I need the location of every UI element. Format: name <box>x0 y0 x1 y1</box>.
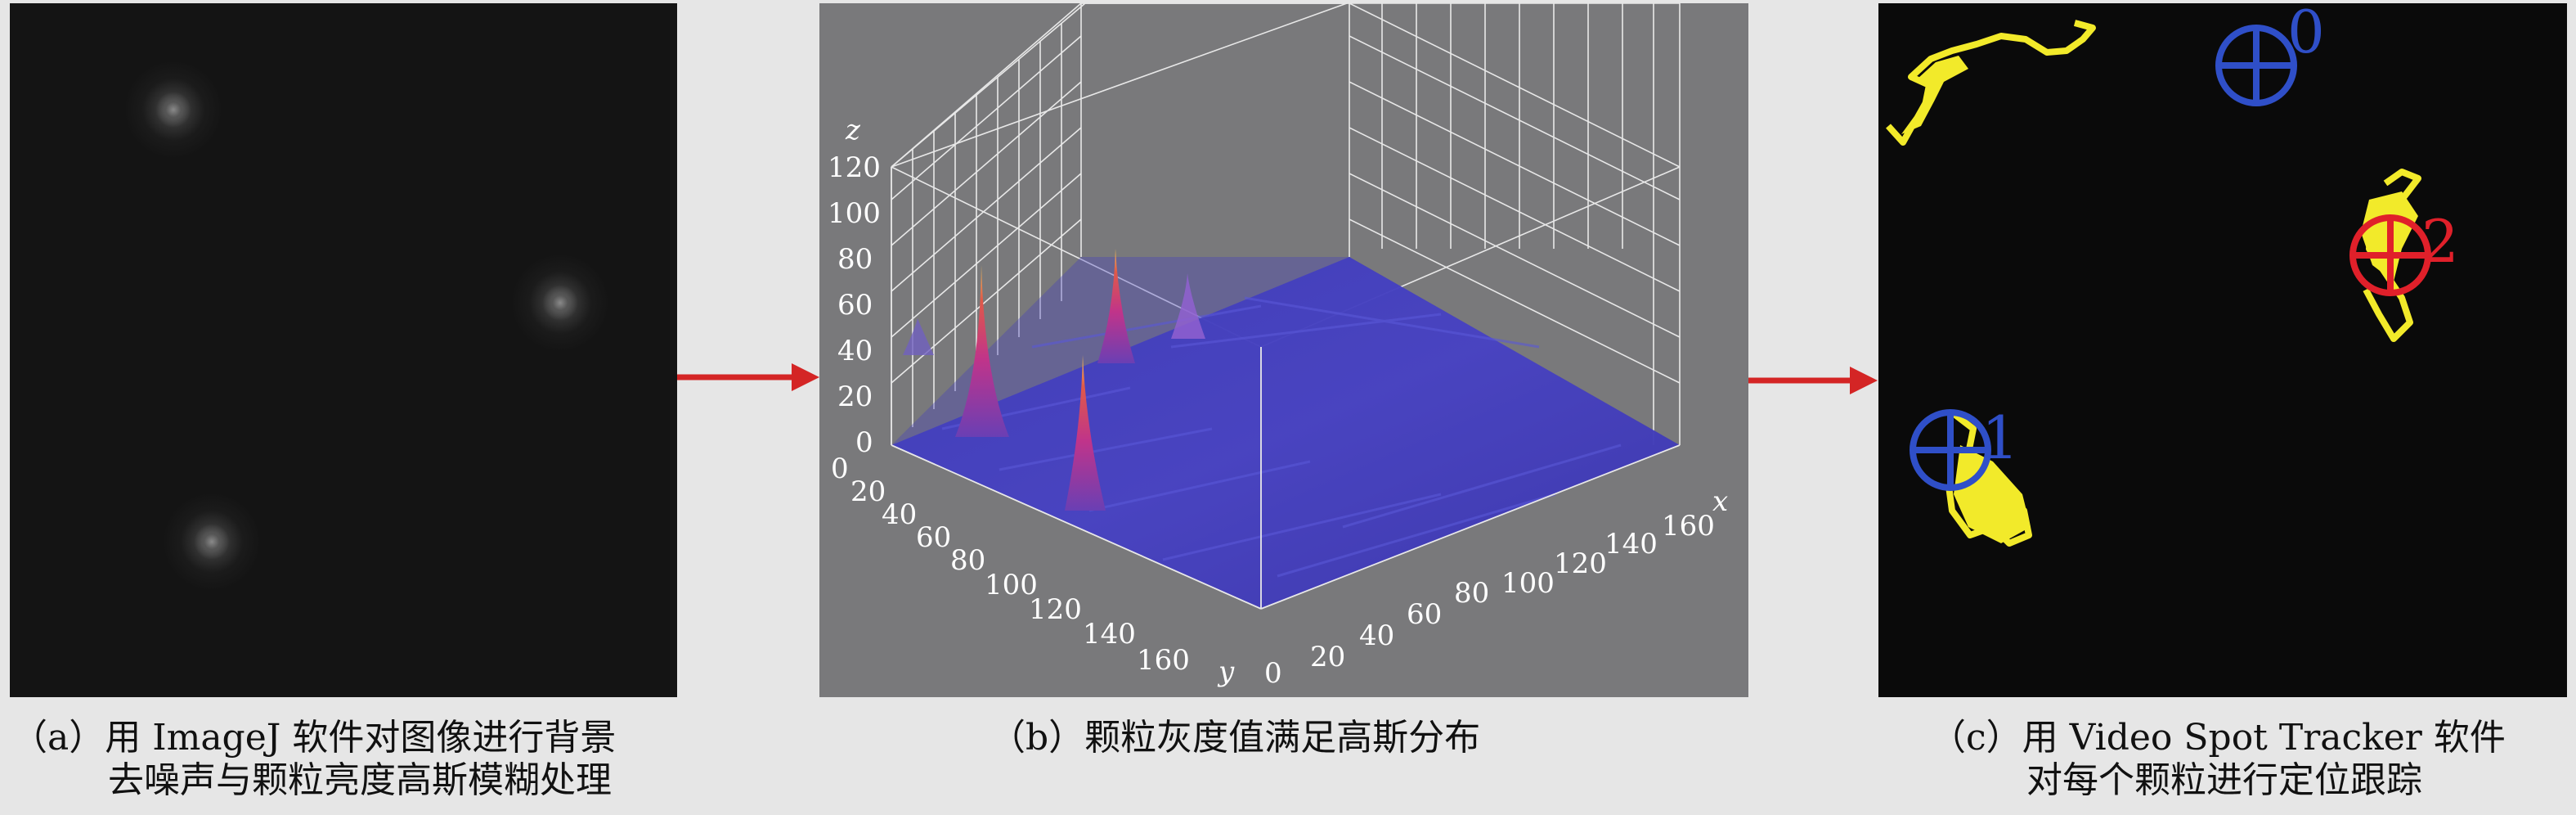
x-tick: 140 <box>1604 528 1658 561</box>
y-tick: 60 <box>916 521 951 554</box>
x-tick: 120 <box>1554 547 1607 580</box>
peak <box>1171 273 1205 339</box>
trajectories <box>1886 20 2421 547</box>
caption-a-line2: 去噪声与颗粒亮度高斯模糊处理 <box>108 759 612 801</box>
caption-c: （c）用 Video Spot Tracker 软件 对每个颗粒进行定位跟踪 <box>1930 717 2506 802</box>
tracker-label-2: 2 <box>2421 207 2459 276</box>
tracker-label-0: 0 <box>2287 3 2325 66</box>
z-tick: 20 <box>837 380 873 413</box>
arrow-a-to-b <box>677 363 819 391</box>
z-tick: 60 <box>837 289 873 322</box>
x-tick: 20 <box>1310 641 1345 673</box>
z-tick: 40 <box>837 335 873 367</box>
tracker-marker-2 <box>2349 214 2431 296</box>
x-tick: 0 <box>1264 657 1282 690</box>
trajectory-0-blob <box>1901 56 1968 134</box>
tracker-marker-0 <box>2215 25 2297 106</box>
gaussian-peaks <box>903 249 1205 511</box>
particle-spot <box>542 285 578 321</box>
y-axis-label: y <box>1217 655 1235 688</box>
caption-c-line2: 对每个颗粒进行定位跟踪 <box>2026 759 2422 801</box>
z-axis-label: z <box>845 114 861 146</box>
x-tick: 40 <box>1359 619 1394 652</box>
y-tick: 100 <box>985 569 1038 601</box>
particle-spot <box>194 524 230 560</box>
z-tick: 80 <box>837 243 873 276</box>
processed-microscopy-image <box>10 3 677 697</box>
z-tick: 100 <box>828 197 881 230</box>
y-tick: 0 <box>831 453 849 485</box>
x-tick: 160 <box>1662 510 1715 543</box>
y-tick: 80 <box>950 544 985 577</box>
caption-b-line1: （b）颗粒灰度值满足高斯分布 <box>990 717 1481 759</box>
peak <box>955 265 1009 437</box>
surface-plane <box>891 257 1680 609</box>
caption-a: （a）用 ImageJ 软件对图像进行背景 去噪声与颗粒亮度高斯模糊处理 <box>11 717 616 802</box>
x-tick: 80 <box>1454 577 1489 610</box>
y-axis: 0 20 40 60 80 100 120 140 160 y <box>831 453 1235 688</box>
y-tick: 160 <box>1137 644 1190 677</box>
tracking-image: 0 1 2 <box>1878 0 2567 697</box>
y-tick: 140 <box>1083 618 1136 651</box>
particle-spot <box>155 92 191 128</box>
z-tick: 0 <box>855 426 873 459</box>
surface-plot: z 120 100 80 60 40 20 0 0 20 40 60 80 10… <box>819 3 1748 697</box>
caption-c-line1: （c）用 Video Spot Tracker 软件 <box>1930 717 2506 759</box>
grid-lines <box>891 3 1681 609</box>
z-tick: 120 <box>828 151 881 184</box>
caption-a-line1: （a）用 ImageJ 软件对图像进行背景 <box>11 717 617 759</box>
x-tick: 60 <box>1407 598 1442 631</box>
tracker-marker-1 <box>1910 409 1991 491</box>
y-tick: 40 <box>882 498 917 531</box>
y-tick: 20 <box>850 475 886 508</box>
tracker-label-1: 1 <box>1981 403 2019 472</box>
peak <box>1097 249 1135 363</box>
z-axis: z 120 100 80 60 40 20 0 <box>828 114 881 459</box>
x-axis-label: x <box>1712 485 1728 518</box>
arrow-b-to-c <box>1748 367 1878 394</box>
x-tick: 100 <box>1501 567 1555 600</box>
peak <box>1065 355 1106 511</box>
trajectory-1-blob <box>1954 445 2031 543</box>
y-tick: 120 <box>1029 593 1082 626</box>
caption-b: （b）颗粒灰度值满足高斯分布 <box>990 717 1480 759</box>
peak <box>903 318 934 355</box>
x-axis: 0 20 40 60 80 100 120 140 160 x <box>1264 485 1728 690</box>
